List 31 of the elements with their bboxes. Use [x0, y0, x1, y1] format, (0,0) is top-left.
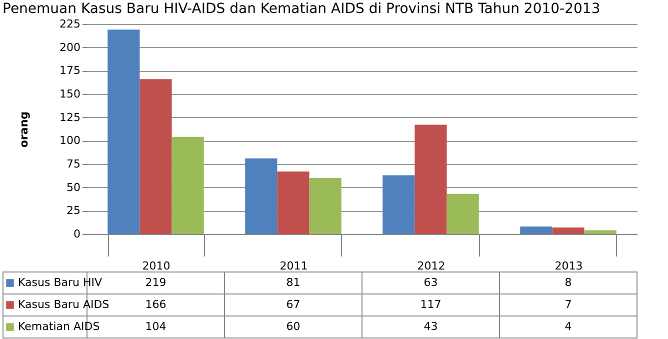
data-label: 117	[420, 298, 442, 311]
data-label: 104	[145, 320, 166, 333]
data-label: 8	[564, 276, 572, 289]
data-label: 166	[145, 298, 166, 311]
y-tick-label: 225	[60, 18, 80, 30]
data-label: 219	[145, 276, 166, 289]
legend-label: Kematian AIDS	[18, 320, 100, 333]
data-label: 60	[286, 320, 300, 333]
y-tick-label: 125	[60, 110, 80, 124]
y-tick-label: 150	[60, 88, 80, 100]
data-label: 4	[564, 320, 572, 333]
data-label: 67	[286, 298, 300, 311]
y-tick-label: 50	[66, 180, 80, 194]
data-label: 63	[424, 276, 438, 289]
y-tick-label: 0	[74, 228, 80, 240]
y-tick-label: 100	[60, 134, 80, 148]
data-label: 43	[424, 320, 438, 333]
y-tick-label: 175	[60, 64, 80, 78]
x-tick-label: 2010	[142, 260, 170, 272]
data-label: 7	[564, 298, 572, 311]
legend-label: Kasus Baru HIV	[18, 276, 102, 289]
x-tick-label: 2012	[417, 260, 446, 272]
y-tick-label: 75	[66, 158, 80, 170]
x-tick-label: 2011	[280, 260, 308, 272]
chart-title: Penemuan Kasus Baru HIV-AIDS dan Kematian AIDS di Provinsi NTB Tahun 2010-2013	[2, 1, 600, 17]
legend-label: Kasus Baru AIDS	[18, 298, 110, 311]
x-tick-label: 2013	[554, 260, 583, 272]
y-tick-label: 25	[66, 204, 80, 218]
y-axis-title: orang	[18, 111, 31, 148]
y-tick-label: 200	[60, 40, 80, 54]
data-label: 81	[286, 276, 300, 289]
